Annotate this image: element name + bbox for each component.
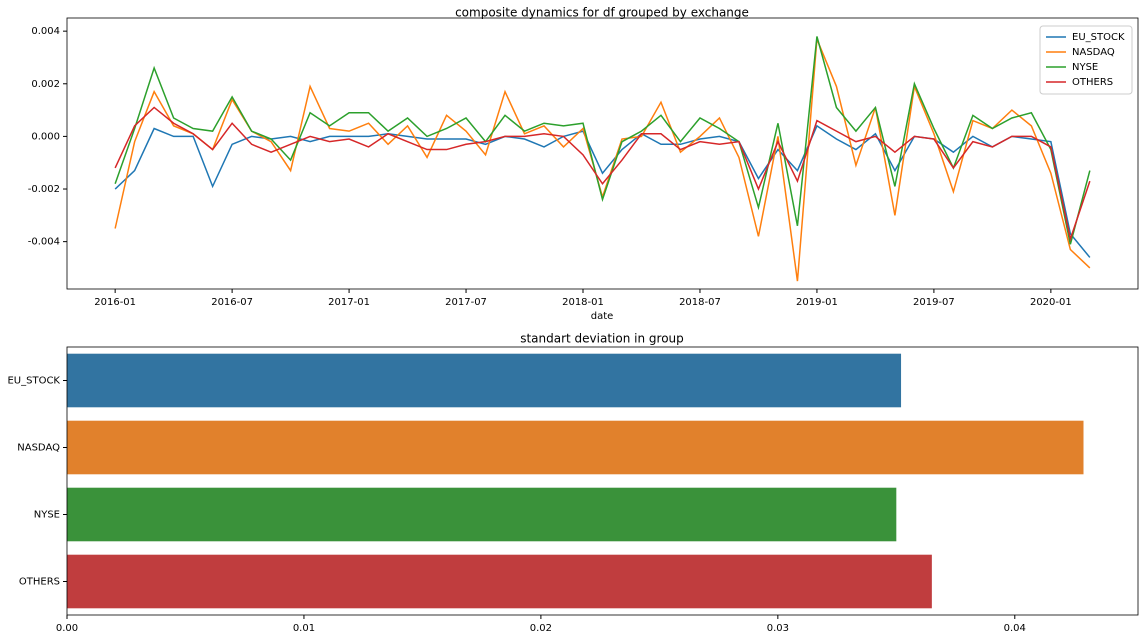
x-tick-label: 2017-01 <box>328 297 370 308</box>
x-tick-label: 0.01 <box>293 623 315 634</box>
legend-label: NASDAQ <box>1072 47 1115 58</box>
chart-title: standart deviation in group <box>520 332 684 346</box>
bar <box>67 353 902 408</box>
line-series <box>114 36 1091 245</box>
y-tick-label: 0.004 <box>31 26 60 37</box>
y-tick-label: 0.002 <box>31 79 60 90</box>
bar <box>67 420 1084 475</box>
x-tick-label: 0.00 <box>56 623 78 634</box>
y-tick-label: NYSE <box>34 510 60 521</box>
y-tick-label: OTHERS <box>19 577 60 588</box>
y-tick-label: 0.000 <box>31 131 60 142</box>
line-series <box>114 106 1091 242</box>
plot-frame <box>66 17 1139 290</box>
legend-label: OTHERS <box>1072 77 1113 88</box>
bar <box>67 554 932 609</box>
x-tick-label: 2016-01 <box>94 297 136 308</box>
y-tick-label: -0.004 <box>28 237 60 248</box>
bar <box>67 487 897 542</box>
y-tick-label: -0.002 <box>28 184 60 195</box>
chart-title: composite dynamics for df grouped by exc… <box>455 6 749 20</box>
line-series <box>114 38 1091 282</box>
x-tick-label: 0.04 <box>1004 623 1026 634</box>
y-tick-label: EU_STOCK <box>7 376 60 387</box>
x-tick-label: 2019-07 <box>913 297 955 308</box>
x-tick-label: 2016-07 <box>211 297 253 308</box>
x-tick-label: 2019-01 <box>796 297 838 308</box>
x-tick-label: 2020-01 <box>1030 297 1072 308</box>
x-tick-label: 2018-07 <box>679 297 721 308</box>
legend-label: NYSE <box>1072 62 1098 73</box>
legend-box <box>1039 25 1133 95</box>
line-series <box>114 124 1091 258</box>
x-axis-label: date <box>591 311 614 322</box>
x-tick-label: 0.02 <box>530 623 552 634</box>
x-tick-label: 0.03 <box>767 623 789 634</box>
x-tick-label: 2017-07 <box>445 297 487 308</box>
legend-label: EU_STOCK <box>1072 32 1125 43</box>
x-tick-label: 2018-01 <box>562 297 604 308</box>
y-tick-label: NASDAQ <box>17 443 60 454</box>
plot-frame <box>66 346 1139 616</box>
